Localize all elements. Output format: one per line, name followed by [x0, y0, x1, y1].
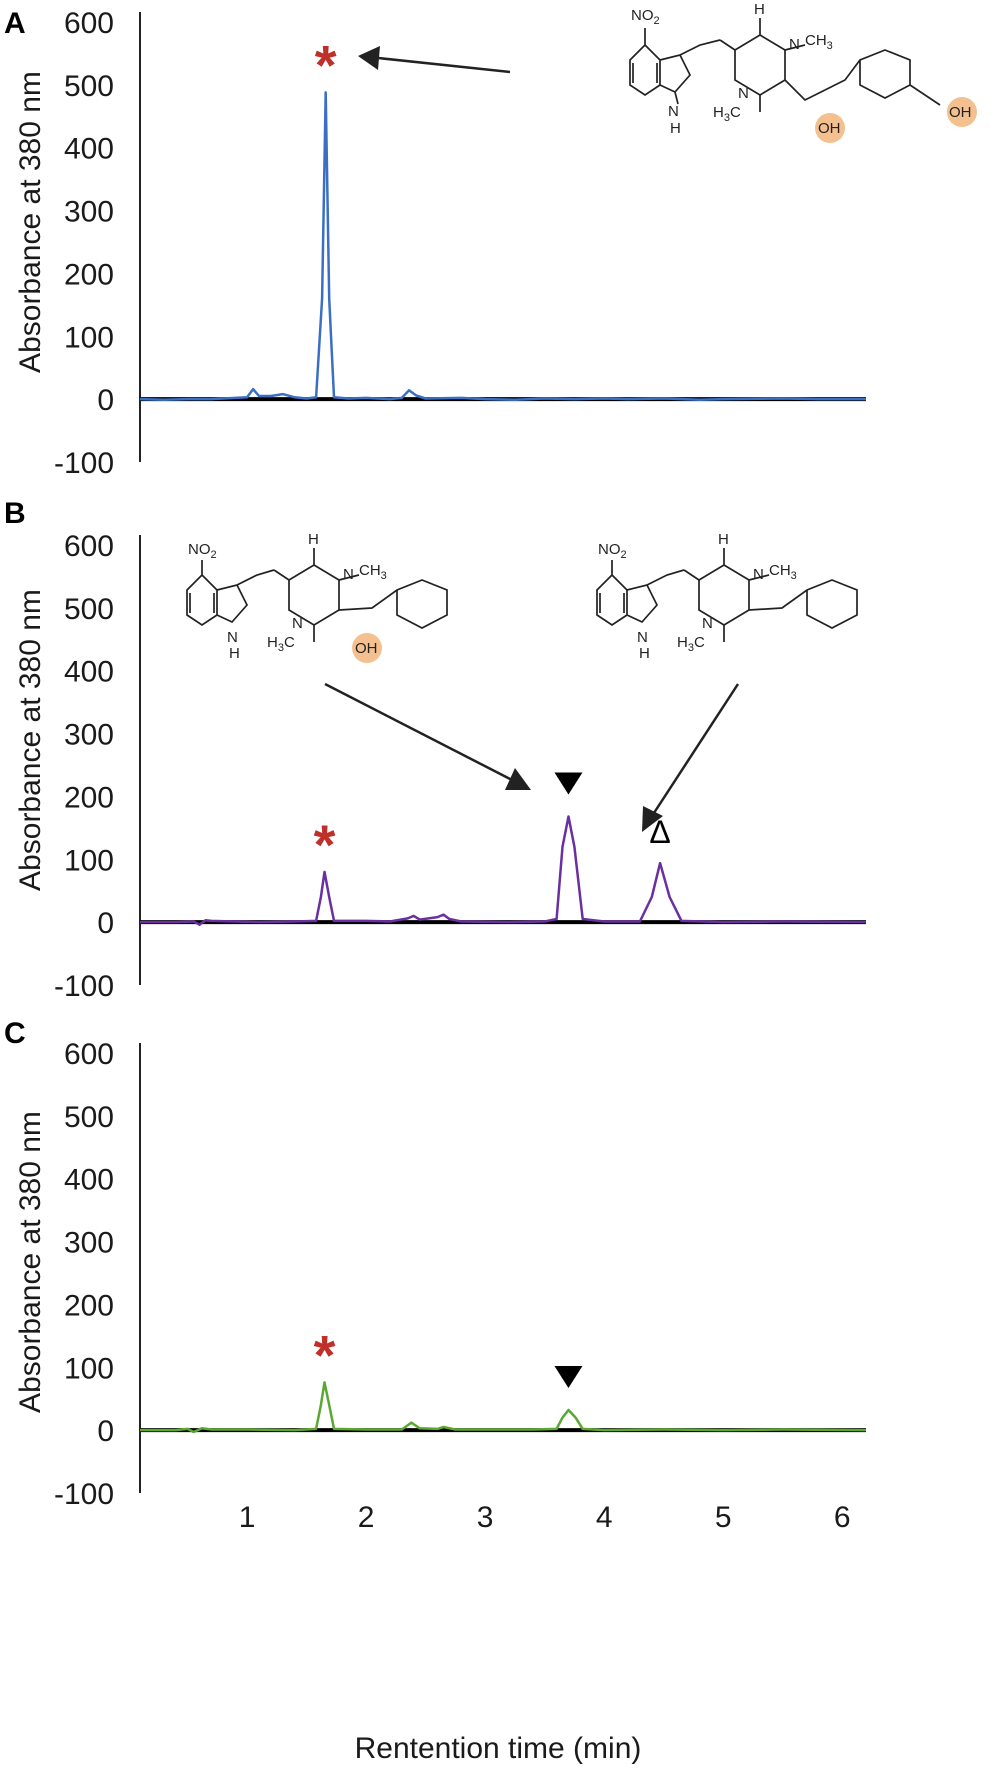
- arrow-line: [650, 683, 740, 817]
- indole-h-label: H: [670, 120, 681, 137]
- y-tick-label: 400: [64, 656, 114, 689]
- y-tick-label: 400: [64, 133, 114, 166]
- n-label: N: [343, 566, 354, 583]
- indole-nh-label: N: [637, 629, 648, 646]
- x-tick-label: 4: [596, 1501, 613, 1534]
- chromatogram-trace: [140, 815, 867, 926]
- y-tick-label: 0: [97, 907, 114, 940]
- asterisk-marker: *: [314, 813, 336, 876]
- asterisk-marker: *: [314, 1323, 336, 1386]
- h-label: H: [308, 531, 319, 548]
- nitro-label: NO2: [598, 541, 627, 561]
- y-tick-label: 100: [64, 1352, 114, 1385]
- delta-marker: Δ: [649, 814, 670, 850]
- indole-h-label: H: [639, 645, 650, 662]
- triangle-down-marker: [554, 772, 583, 795]
- arrow-line: [377, 56, 511, 74]
- indole-nh-label: N: [227, 629, 238, 646]
- y-tick-label: 0: [97, 384, 114, 417]
- y-tick-label: 300: [64, 1227, 114, 1260]
- y-tick-label: -100: [54, 1478, 114, 1511]
- nitro-label: NO2: [188, 541, 217, 561]
- indole-nh-label: N: [668, 103, 679, 120]
- h3c-label: H3C: [713, 104, 741, 124]
- y-tick-label: 200: [64, 258, 114, 291]
- y-tick-label: 200: [64, 1289, 114, 1322]
- oh-label: OH: [355, 640, 378, 657]
- x-axis-title: Rentention time (min): [355, 1732, 642, 1765]
- h3c-label: H3C: [267, 634, 295, 654]
- y-tick-label: 600: [64, 1038, 114, 1071]
- y-tick-label: 500: [64, 1101, 114, 1134]
- y-tick-label: 600: [64, 530, 114, 563]
- panel-b: B Absorbance at 380 nm -100 0 100 200 300 400…: [4, 497, 867, 1003]
- arrow-head: [505, 768, 531, 790]
- h-label: H: [754, 1, 765, 18]
- structure-precursor: NO2 N H H N CH3 N H3C: [596, 531, 858, 662]
- y-tick-label: 500: [64, 70, 114, 103]
- oh-label: OH: [949, 104, 972, 121]
- y-axis-title: Absorbance at 380 nm: [14, 1111, 47, 1413]
- x-tick-label: 5: [715, 1501, 732, 1534]
- x-tick-label: 1: [239, 1501, 256, 1534]
- y-tick-label: 500: [64, 593, 114, 626]
- n-label: N: [738, 85, 749, 102]
- arrow-line: [324, 682, 513, 782]
- y-axis-title: Absorbance at 380 nm: [14, 71, 47, 373]
- panel-c: C Absorbance at 380 nm -100 0 100 200 300 400…: [4, 1017, 867, 1765]
- y-axis-title: Absorbance at 380 nm: [14, 589, 47, 891]
- panel-label: A: [4, 7, 26, 40]
- panel-label: C: [4, 1017, 26, 1050]
- structure-hydroxylated-intermediate: NO2 N H H N CH3 N H3C OH: [186, 531, 448, 663]
- y-tick-label: -100: [54, 970, 114, 1003]
- y-tick-label: 300: [64, 196, 114, 229]
- panel-label: B: [4, 497, 26, 530]
- n-label: N: [789, 36, 800, 53]
- ch3-label: CH3: [359, 562, 387, 582]
- arrow-head: [642, 806, 663, 832]
- chromatogram-trace: [139, 91, 866, 402]
- h-label: H: [718, 531, 729, 548]
- ch3-label: CH3: [769, 562, 797, 582]
- structure-hydroxylated-product: NO2 N H H N CH3 N H3C OH OH: [629, 1, 977, 143]
- oh-highlight: [352, 633, 382, 663]
- panel-a: A Absorbance at 380 nm -100 0 100 200 300 400…: [4, 1, 977, 480]
- y-tick-label: 600: [64, 7, 114, 40]
- ch3-label: CH3: [805, 32, 833, 52]
- oh-highlight: [815, 113, 845, 143]
- x-tick-label: 6: [834, 1501, 851, 1534]
- h3c-label: H3C: [677, 634, 705, 654]
- triangle-down-marker: [554, 1366, 583, 1389]
- y-tick-label: 200: [64, 781, 114, 814]
- x-tick-label: 3: [477, 1501, 494, 1534]
- arrow-head: [358, 46, 380, 70]
- y-tick-label: 300: [64, 719, 114, 752]
- oh-label: OH: [818, 120, 841, 137]
- y-tick-label: 100: [64, 844, 114, 877]
- chromatogram-trace: [140, 1381, 867, 1434]
- x-tick-label: 2: [358, 1501, 375, 1534]
- y-tick-label: 0: [97, 1415, 114, 1448]
- n-label: N: [292, 615, 303, 632]
- y-tick-label: -100: [54, 447, 114, 480]
- asterisk-marker: *: [315, 33, 337, 96]
- indole-h-label: H: [229, 645, 240, 662]
- oh-highlight: [947, 97, 977, 127]
- y-tick-label: 100: [64, 321, 114, 354]
- y-tick-label: 400: [64, 1164, 114, 1197]
- n-label: N: [753, 566, 764, 583]
- n-label: N: [702, 615, 713, 632]
- nitro-label: NO2: [631, 7, 660, 27]
